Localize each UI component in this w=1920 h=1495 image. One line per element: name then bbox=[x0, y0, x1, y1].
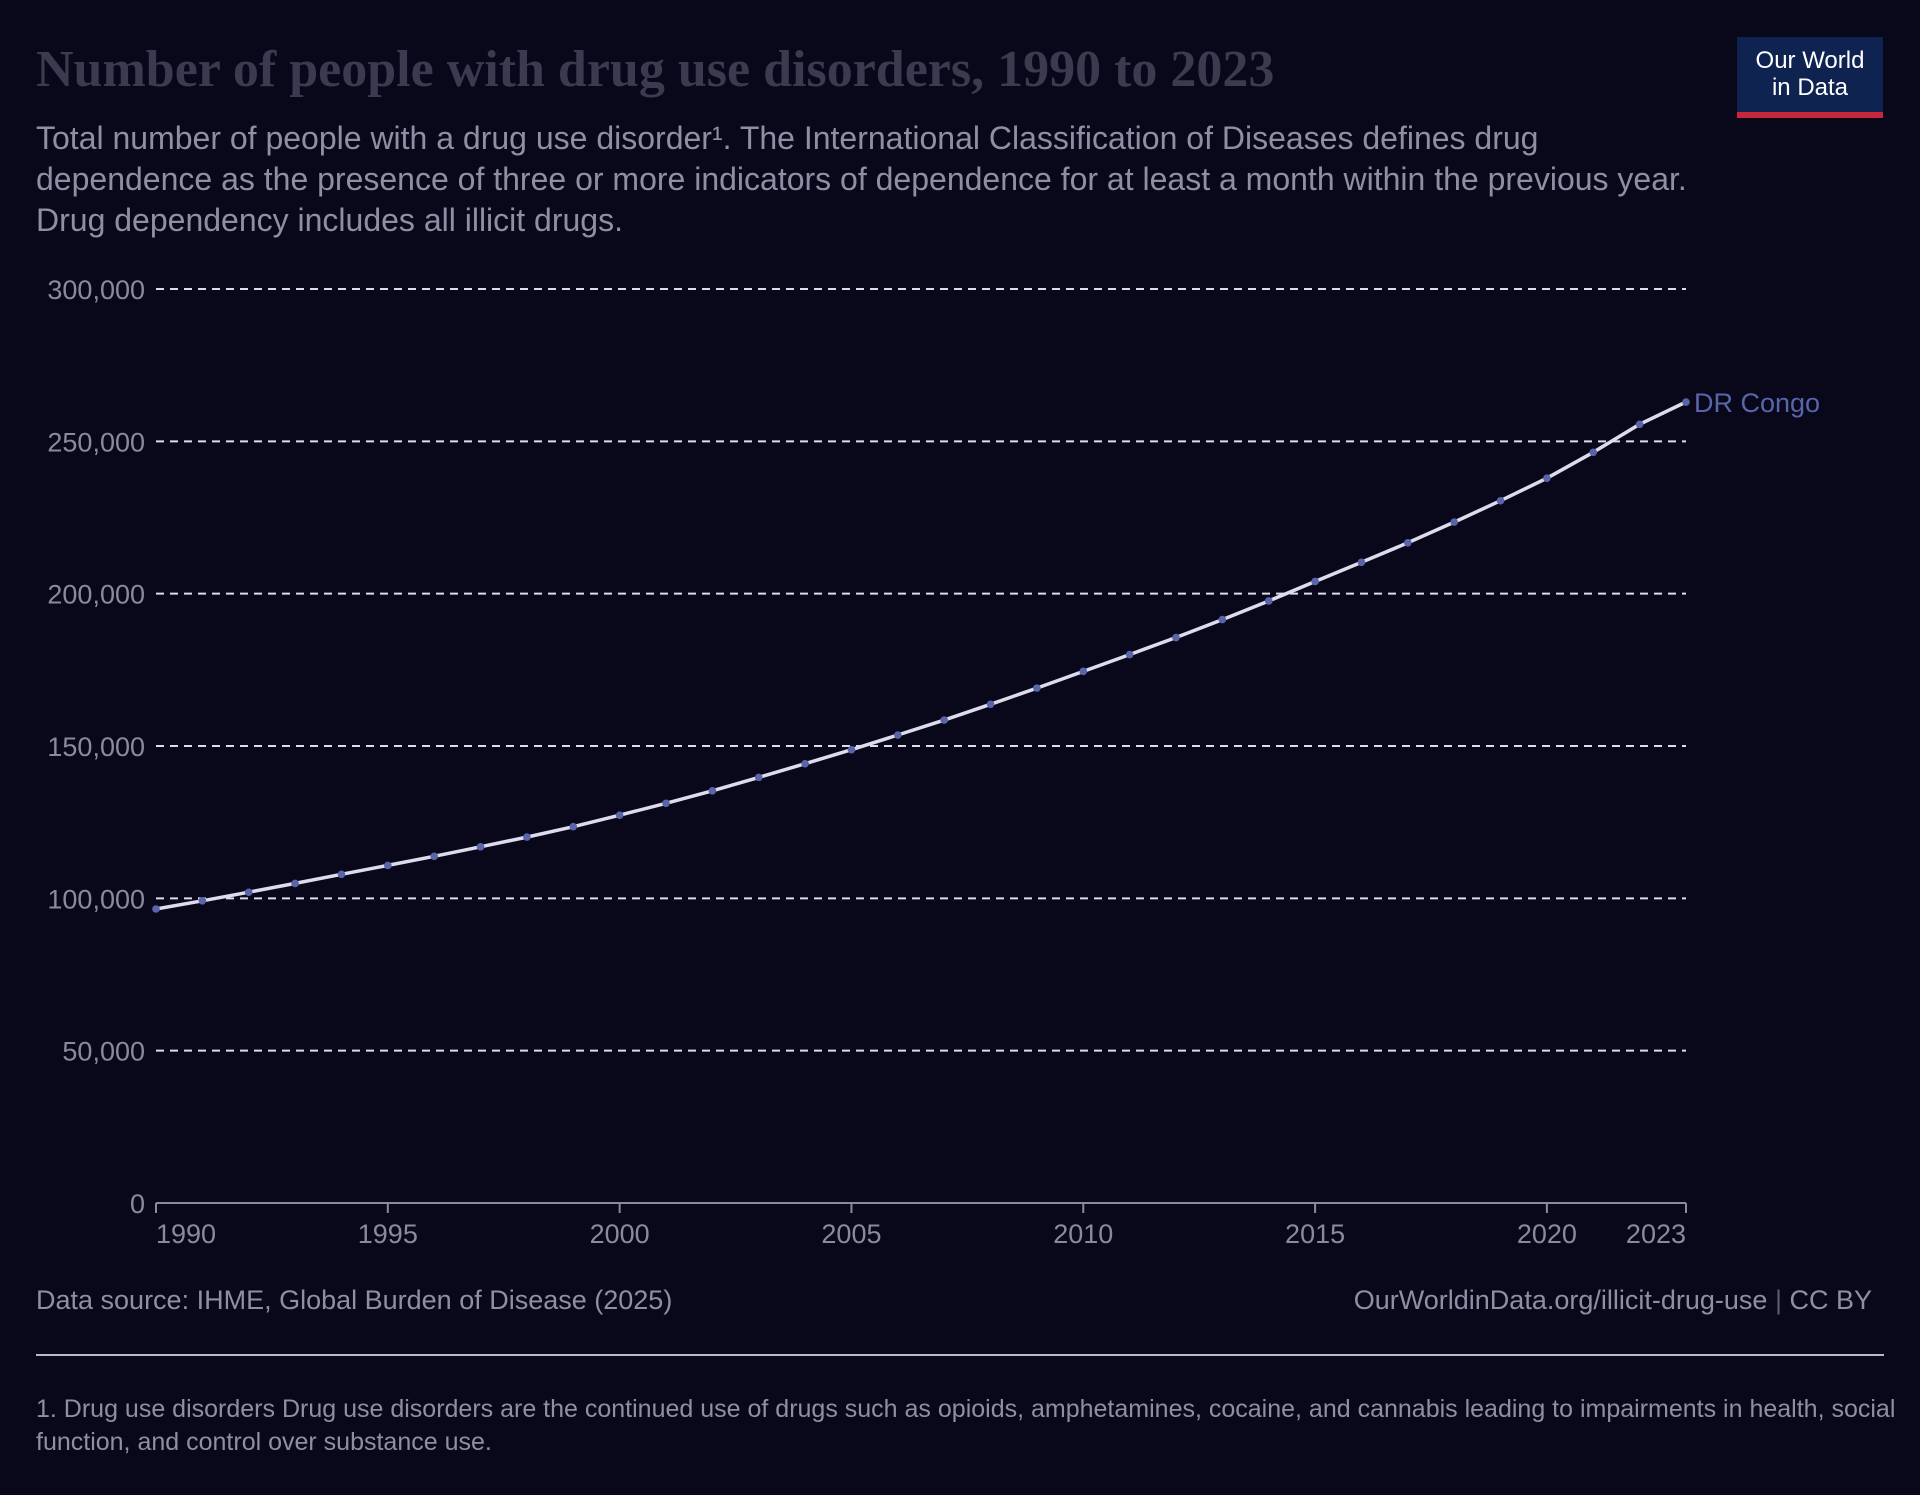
data-point bbox=[1218, 615, 1227, 624]
x-tick-label: 2015 bbox=[1285, 1219, 1345, 1249]
y-tick-label: 0 bbox=[130, 1189, 145, 1219]
data-point bbox=[198, 896, 207, 905]
data-point bbox=[1589, 448, 1598, 457]
data-point bbox=[1357, 558, 1366, 567]
owid-logo[interactable]: Our World in Data bbox=[1737, 37, 1883, 118]
data-point bbox=[1635, 420, 1644, 429]
data-point bbox=[291, 879, 299, 888]
data-point bbox=[337, 870, 346, 879]
series-group: DR Congo bbox=[152, 388, 1820, 913]
data-point bbox=[847, 745, 856, 754]
y-tick-label: 300,000 bbox=[47, 275, 145, 305]
footnote: 1. Drug use disorders Drug use disorders… bbox=[36, 1395, 1896, 1456]
data-point bbox=[1311, 577, 1319, 586]
y-axis-ticks: 0 50,000 100,000 150,000 200,000 250,000 300,0… bbox=[47, 275, 145, 1219]
footer-separator: | bbox=[1774, 1285, 1782, 1315]
x-tick-label: 2020 bbox=[1517, 1219, 1577, 1249]
x-axis: 1990 1995 2000 2005 2010 2015 2020 2023 bbox=[155, 1202, 1687, 1249]
x-tick-label: 1995 bbox=[358, 1219, 418, 1249]
y-tick-label: 50,000 bbox=[62, 1037, 145, 1067]
data-point bbox=[1450, 518, 1458, 526]
series-label: DR Congo bbox=[1694, 388, 1820, 418]
grid-lines bbox=[156, 288, 1686, 1052]
data-point bbox=[569, 822, 578, 831]
y-tick-label: 100,000 bbox=[47, 884, 145, 914]
y-tick-label: 150,000 bbox=[47, 732, 145, 762]
data-point bbox=[615, 811, 624, 819]
logo-line-1: Our World bbox=[1755, 47, 1865, 74]
x-tick-label: 2005 bbox=[821, 1219, 881, 1249]
data-point bbox=[1264, 597, 1273, 605]
data-point bbox=[1404, 538, 1412, 547]
logo-line-2: in Data bbox=[1771, 74, 1849, 101]
data-point bbox=[1079, 667, 1088, 676]
footer-divider bbox=[36, 1354, 1884, 1356]
license-link[interactable]: CC BY bbox=[1789, 1285, 1872, 1315]
data-point bbox=[1172, 633, 1180, 642]
data-point bbox=[940, 716, 948, 724]
data-point bbox=[476, 843, 485, 851]
data-point bbox=[894, 731, 902, 739]
y-tick-label: 250,000 bbox=[47, 427, 145, 457]
data-point bbox=[754, 773, 763, 782]
data-point bbox=[1543, 474, 1551, 482]
x-tick-label: 2010 bbox=[1053, 1219, 1113, 1249]
data-point bbox=[430, 852, 438, 861]
x-tick-label: 1990 bbox=[156, 1219, 216, 1249]
data-point bbox=[384, 861, 392, 870]
y-tick-label: 200,000 bbox=[47, 580, 145, 610]
data-point bbox=[1496, 496, 1505, 505]
data-point bbox=[244, 888, 253, 897]
x-tick-label: 2023 bbox=[1626, 1219, 1686, 1249]
data-source: Data source: IHME, Global Burden of Dise… bbox=[36, 1285, 673, 1315]
data-point bbox=[1125, 650, 1134, 659]
line-chart: 0 50,000 100,000 150,000 200,000 250,000 300,0… bbox=[47, 275, 1820, 1249]
data-point bbox=[986, 700, 995, 709]
data-point bbox=[801, 759, 809, 768]
series-line bbox=[155, 400, 1687, 911]
data-point bbox=[523, 833, 531, 841]
data-point bbox=[152, 905, 160, 913]
data-point bbox=[708, 786, 717, 795]
data-point bbox=[1682, 398, 1690, 406]
data-point bbox=[662, 799, 670, 808]
footer-attribution: OurWorldinData.org/illicit-drug-use | CC… bbox=[1354, 1285, 1872, 1316]
source-url-link[interactable]: OurWorldinData.org/illicit-drug-use bbox=[1353, 1285, 1768, 1315]
x-tick-label: 2000 bbox=[590, 1219, 650, 1249]
chart-subtitle: Total number of people with a drug use d… bbox=[36, 120, 1687, 238]
chart-title: Number of people with drug use disorders… bbox=[36, 41, 1275, 98]
data-point bbox=[1033, 684, 1041, 692]
